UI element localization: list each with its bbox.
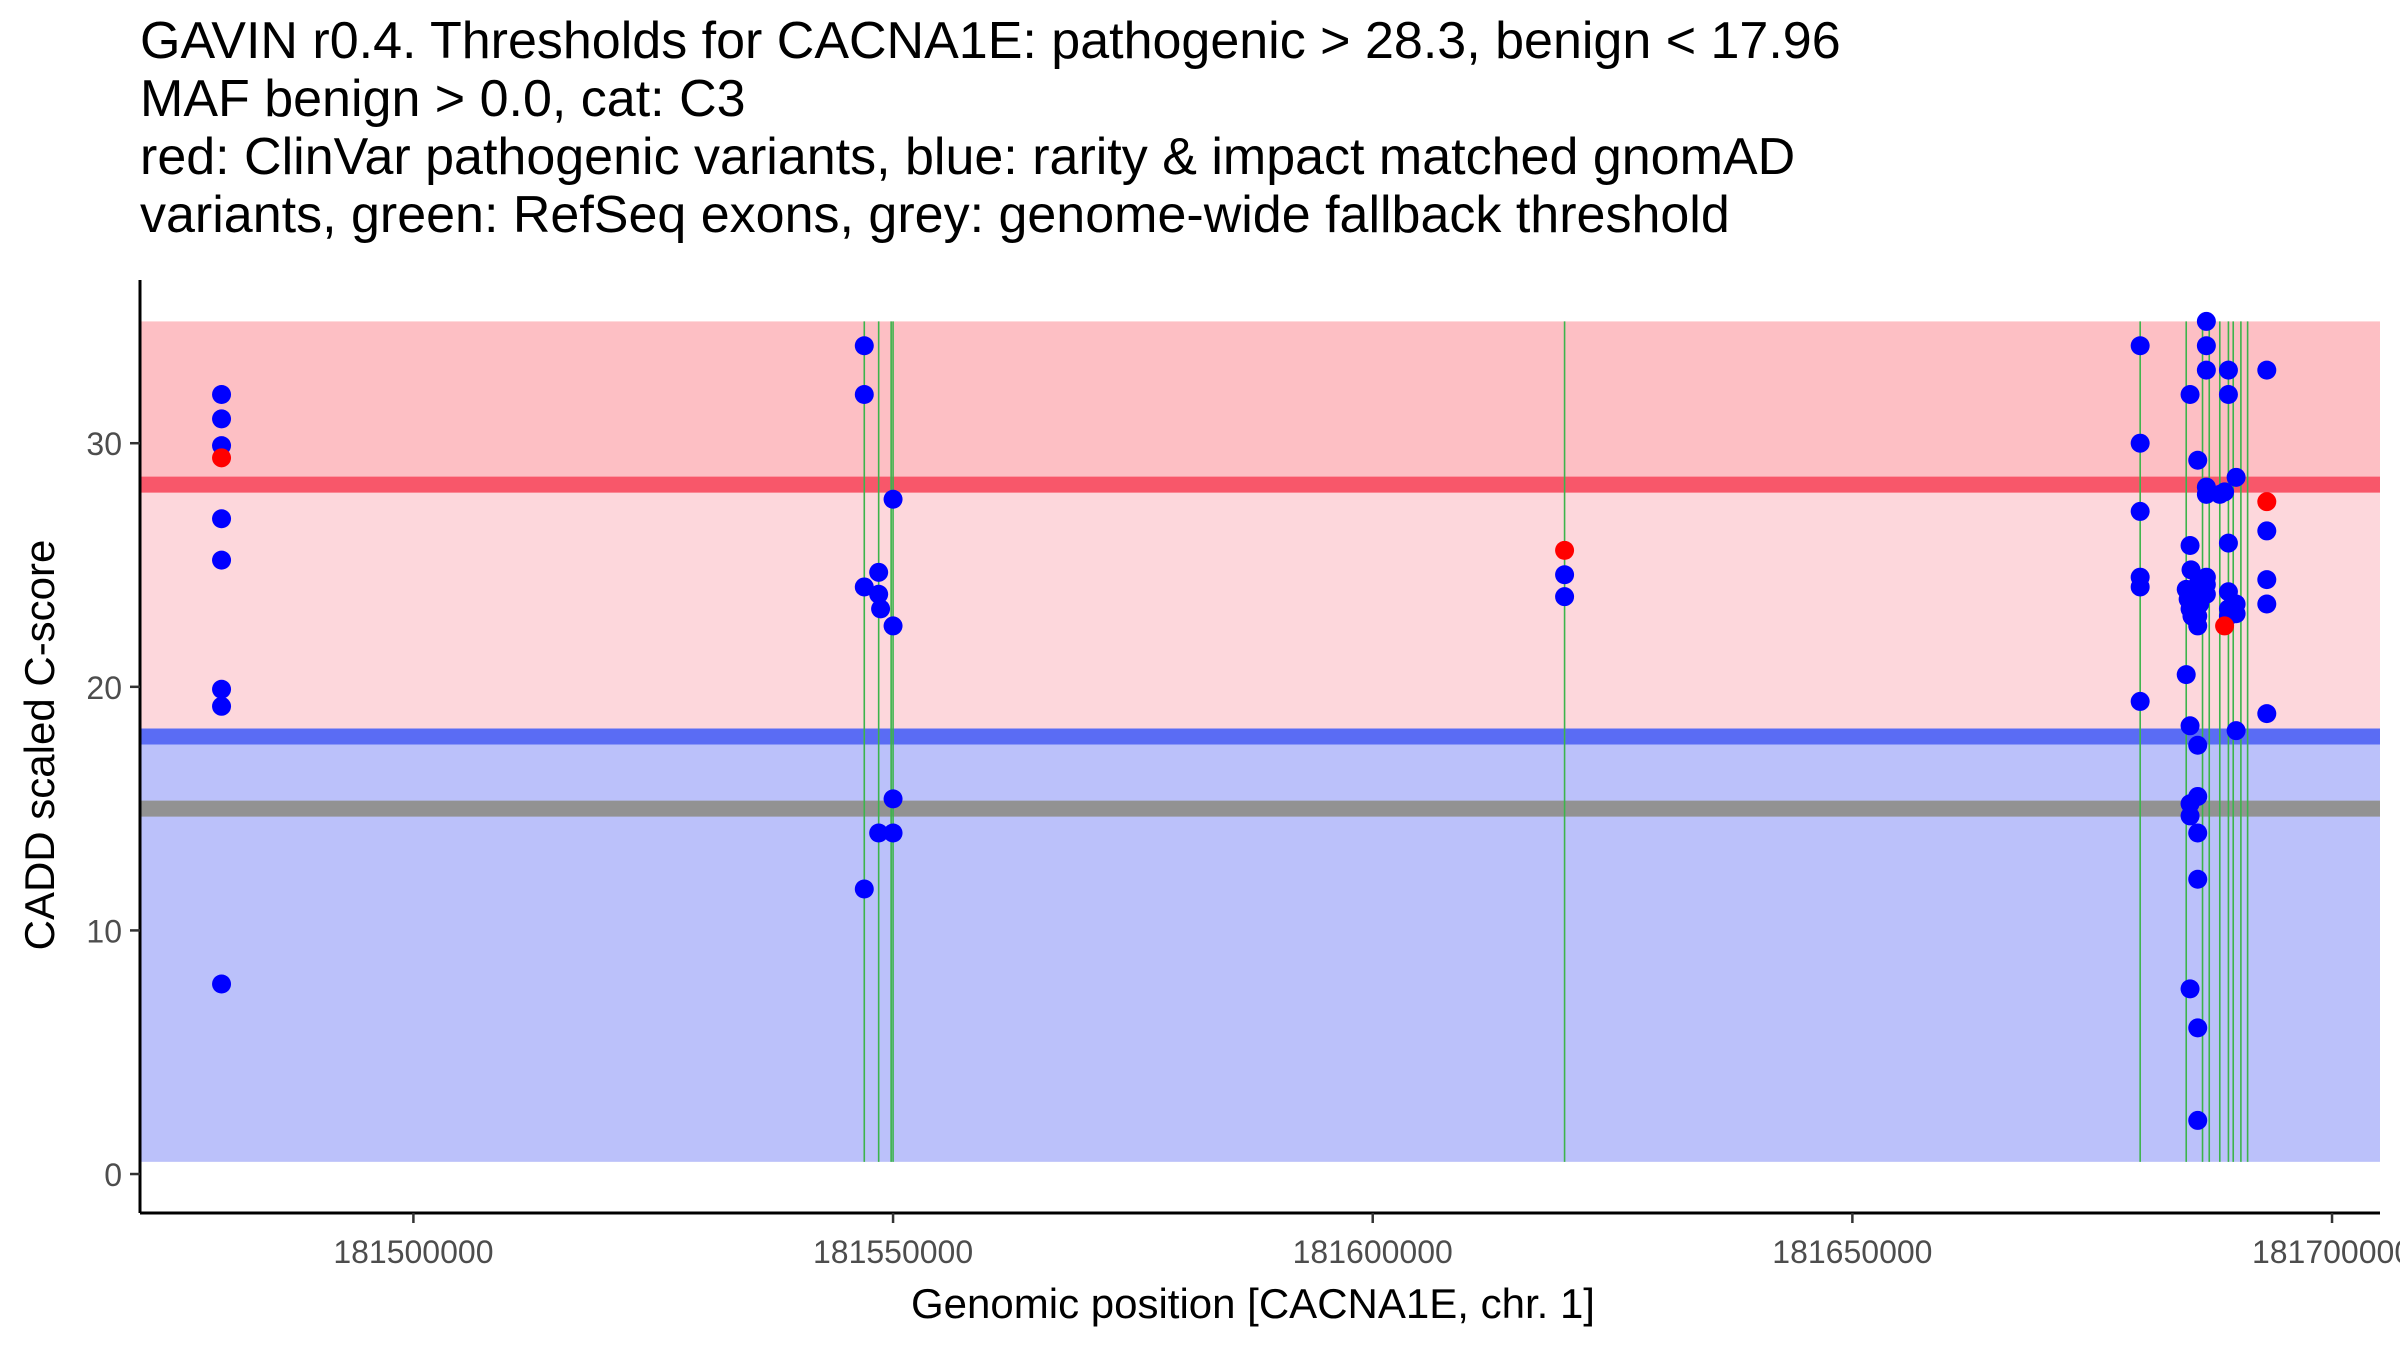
- y-tick-label: 0: [104, 1157, 122, 1193]
- gnomad-point: [2181, 560, 2201, 580]
- gnomad-point: [854, 336, 874, 356]
- gnomad-point: [2188, 869, 2208, 889]
- gnomad-point: [2188, 1110, 2208, 1130]
- gnomad-point: [2188, 735, 2208, 755]
- title-line: GAVIN r0.4. Thresholds for CACNA1E: path…: [140, 12, 1841, 70]
- gnomad-point: [2218, 384, 2238, 404]
- gnomad-point: [2257, 704, 2277, 724]
- gnomad-point: [212, 974, 232, 994]
- gnomad-point: [2226, 721, 2246, 741]
- gnomad-point: [2215, 482, 2235, 502]
- gnomad-point: [2180, 384, 2200, 404]
- gnomad-point: [2176, 665, 2196, 685]
- pathogenic-band: [140, 321, 2380, 485]
- title-line: MAF benign > 0.0, cat: C3: [140, 70, 746, 128]
- clinvar-point: [212, 448, 232, 468]
- y-tick-label: 10: [86, 913, 122, 949]
- gnomad-point: [212, 696, 232, 716]
- gnomad-point: [869, 823, 889, 843]
- gnomad-point: [2130, 336, 2150, 356]
- gnomad-point: [2196, 484, 2216, 504]
- gnomad-point: [883, 823, 903, 843]
- gnomad-point: [2130, 691, 2150, 711]
- gnomad-point: [2218, 533, 2238, 553]
- clinvar-point: [2215, 616, 2235, 636]
- gnomad-point: [2130, 501, 2150, 521]
- plot-panel: [140, 311, 2380, 1162]
- gnomad-point: [212, 679, 232, 699]
- gnomad-point: [2257, 360, 2277, 380]
- clinvar-point: [1555, 540, 1575, 560]
- gnomad-point: [854, 577, 874, 597]
- chart-title: GAVIN r0.4. Thresholds for CACNA1E: path…: [140, 12, 2360, 244]
- title-line: red: ClinVar pathogenic variants, blue: …: [140, 128, 1796, 186]
- clinvar-point: [2257, 492, 2277, 512]
- gnomad-point: [869, 562, 889, 582]
- gnomad-point: [2196, 311, 2216, 331]
- gnomad-point: [2196, 584, 2216, 604]
- pathogenic-zone: [140, 484, 2380, 737]
- x-tick-label: 181500000: [333, 1234, 493, 1270]
- y-axis-label: CADD scaled C-score: [16, 540, 63, 951]
- gnomad-point: [2180, 979, 2200, 999]
- gnomad-point: [1555, 565, 1575, 585]
- gnomad-point: [883, 616, 903, 636]
- x-tick-label: 181600000: [1293, 1234, 1453, 1270]
- gnomad-point: [2196, 360, 2216, 380]
- gnomad-point: [869, 584, 889, 604]
- x-tick-label: 181700000: [2252, 1234, 2400, 1270]
- y-tick-label: 20: [86, 670, 122, 706]
- gnomad-point: [2257, 570, 2277, 590]
- gnomad-point: [212, 409, 232, 429]
- benign-zone: [140, 736, 2380, 1162]
- gnomad-point: [2257, 521, 2277, 541]
- gnomad-point: [212, 550, 232, 570]
- x-axis-label: Genomic position [CACNA1E, chr. 1]: [911, 1280, 1595, 1327]
- gnomad-point: [1555, 587, 1575, 607]
- gnomad-point: [871, 599, 891, 619]
- gnomad-point: [2257, 594, 2277, 614]
- gnomad-point: [2188, 1018, 2208, 1038]
- x-tick-label: 181650000: [1772, 1234, 1932, 1270]
- gnomad-point: [2226, 604, 2246, 624]
- gnomad-point: [883, 789, 903, 809]
- gnomad-point: [2180, 716, 2200, 736]
- gnomad-point: [2180, 536, 2200, 556]
- title-line: variants, green: RefSeq exons, grey: gen…: [140, 186, 1730, 244]
- gnomad-point: [854, 384, 874, 404]
- gnomad-point: [2226, 467, 2246, 487]
- gnomad-point: [854, 879, 874, 899]
- gnomad-point: [2130, 433, 2150, 453]
- gnomad-point: [2188, 786, 2208, 806]
- gnomad-point: [212, 509, 232, 529]
- gnomad-point: [2188, 616, 2208, 636]
- gnomad-point: [2218, 360, 2238, 380]
- x-tick-label: 181550000: [813, 1234, 973, 1270]
- gnomad-point: [2188, 450, 2208, 470]
- y-tick-label: 30: [86, 426, 122, 462]
- gnomad-point: [2180, 806, 2200, 826]
- gnomad-point: [2130, 577, 2150, 597]
- gnomad-point: [883, 489, 903, 509]
- gnomad-point: [2196, 336, 2216, 356]
- gnomad-point: [2188, 823, 2208, 843]
- axes: CADD scaled C-score Genomic position [CA…: [16, 280, 2400, 1327]
- gnomad-point: [212, 384, 232, 404]
